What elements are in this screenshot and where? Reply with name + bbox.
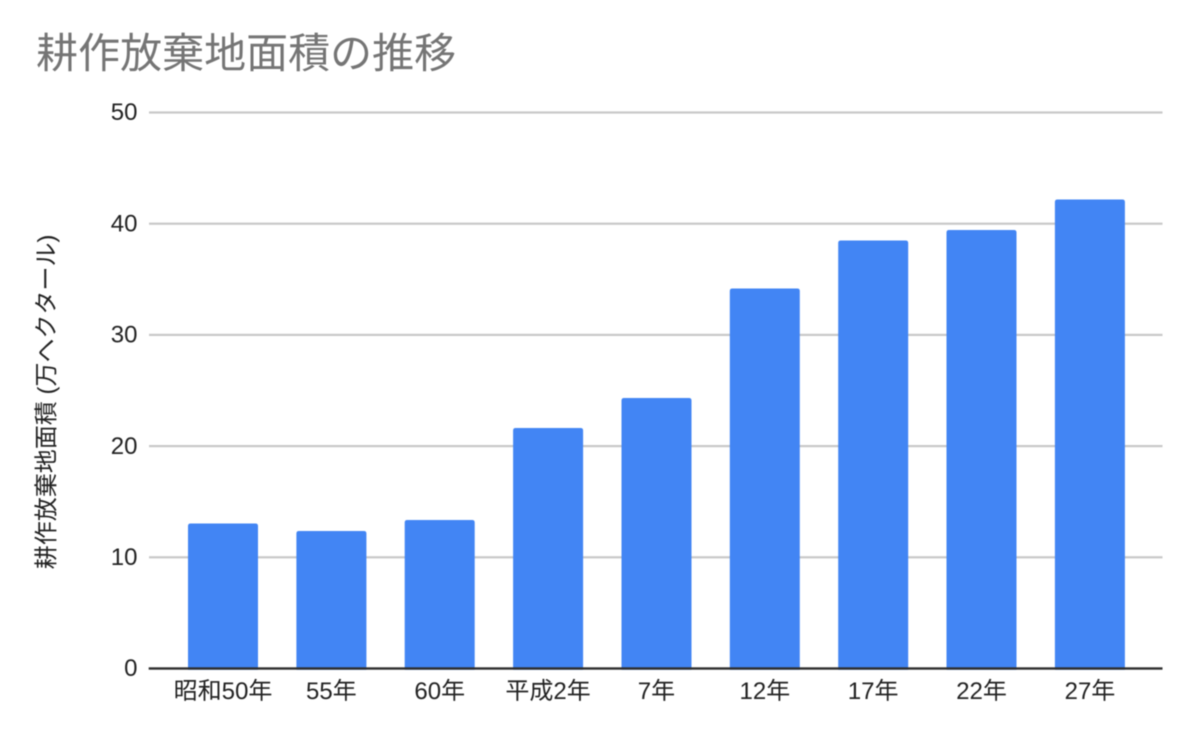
- svg-text:20: 20: [111, 433, 138, 460]
- svg-text:0: 0: [124, 655, 137, 682]
- svg-text:40: 40: [111, 210, 138, 237]
- svg-text:50: 50: [111, 99, 138, 126]
- svg-text:30: 30: [111, 322, 138, 349]
- svg-text:10: 10: [111, 544, 138, 571]
